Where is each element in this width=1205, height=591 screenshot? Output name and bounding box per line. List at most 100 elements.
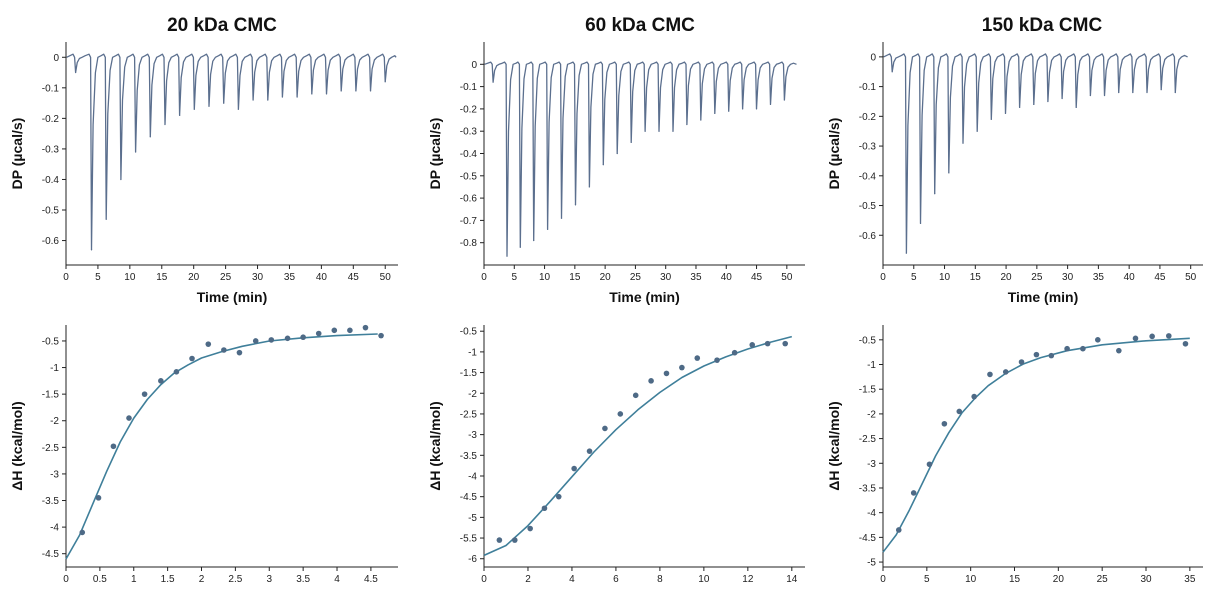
x-tick-label: 35 <box>284 272 296 283</box>
data-point <box>971 393 977 400</box>
x-tick-label: 2.5 <box>228 574 242 585</box>
y-tick-label: -0.3 <box>42 144 60 155</box>
data-point <box>941 420 948 427</box>
x-tick-label: 25 <box>220 272 232 283</box>
data-point <box>541 505 548 512</box>
x-tick-label: 20 <box>188 272 200 283</box>
injection-peak <box>1089 94 1091 97</box>
injection-peak <box>281 96 284 98</box>
data-point <box>158 378 164 384</box>
y-tick-label: -0.4 <box>42 175 60 186</box>
x-tick-label: 4.5 <box>364 574 378 585</box>
isotherm-150kda: 0 5 10 15 20 25 30 35 -0.5 -1 -1.5 -2 -2.5 -3 -3.5 -4 -4… <box>826 325 1203 585</box>
x-tick-label: 15 <box>1009 574 1021 585</box>
x-tick-label: 30 <box>660 272 672 283</box>
x-tick-label: 4 <box>334 574 340 585</box>
x-tick-label: 10 <box>939 272 951 283</box>
injection-peak <box>546 228 549 230</box>
x-tick-label: 45 <box>348 272 360 283</box>
x-tick-label: 3 <box>266 574 272 585</box>
y-tick-label: -0.7 <box>460 216 478 227</box>
y-tick-label: -0.8 <box>460 238 478 249</box>
x-axis-label: Time (min) <box>1008 289 1079 305</box>
thermogram-150kda: 0 5 10 15 20 25 30 35 40 45 50 0 -0.1 -0.2 -0.3 -0.4 -0.… <box>826 42 1203 305</box>
x-tick-label: 1.5 <box>161 574 175 585</box>
data-point <box>110 443 117 450</box>
injection-peak <box>369 90 372 92</box>
injection-peak <box>74 71 77 74</box>
y-tick-label: -4.5 <box>460 492 478 503</box>
injection-peak <box>1146 91 1148 94</box>
x-tick-label: 50 <box>380 272 392 283</box>
injection-peak <box>1004 112 1007 114</box>
x-tick-label: 10 <box>965 574 977 585</box>
data-point <box>126 415 132 421</box>
y-tick-label: -5.5 <box>460 534 478 545</box>
data-point <box>1182 340 1189 347</box>
data-point <box>895 527 902 533</box>
x-axis-label: Time (min) <box>609 289 680 305</box>
injection-peak <box>1075 106 1077 109</box>
x-tick-label: 10 <box>124 272 136 283</box>
x-tick-label: 15 <box>569 272 581 283</box>
thermogram-20kda: 0 5 10 15 20 25 30 35 40 45 50 0 -0.1 -0.2 -0.3 -0.4 -0.… <box>9 42 398 305</box>
y-tick-label: -3 <box>867 459 876 470</box>
data-point <box>571 465 577 472</box>
y-tick-label: -0.5 <box>859 335 877 346</box>
injection-peak <box>1103 94 1106 97</box>
x-tick-label: 20 <box>1053 574 1065 585</box>
data-point <box>679 364 685 371</box>
injection-peak <box>193 108 195 110</box>
column-title-20kda: 20 kDa CMC <box>167 15 277 36</box>
column-title-60kda: 60 kDa CMC <box>585 15 695 36</box>
data-point <box>173 369 180 375</box>
data-point <box>1116 347 1122 354</box>
injection-peak <box>728 110 730 112</box>
x-tick-label: 20 <box>600 272 612 283</box>
injection-peak <box>934 193 936 195</box>
data-point <box>527 525 533 532</box>
x-tick-label: 25 <box>1031 272 1043 283</box>
injection-peak <box>384 81 386 83</box>
data-point <box>586 448 593 454</box>
x-tick-label: 35 <box>1184 574 1196 585</box>
data-point <box>602 425 608 432</box>
injection-peak <box>1033 103 1035 106</box>
injection-peak <box>783 99 786 101</box>
thermogram-trace <box>484 61 797 257</box>
y-tick-label: -2 <box>867 409 876 420</box>
y-tick-label: -0.6 <box>859 231 877 242</box>
x-tick-label: 40 <box>1124 272 1136 283</box>
y-tick-label: 0 <box>471 60 477 71</box>
data-point <box>987 371 993 378</box>
data-point <box>731 349 738 356</box>
x-axis-label: Time (min) <box>197 289 268 305</box>
x-tick-label: 0.5 <box>93 574 107 585</box>
data-point <box>1064 345 1070 352</box>
y-tick-label: 0 <box>53 53 59 64</box>
injection-peak <box>714 112 716 114</box>
data-point <box>315 330 322 337</box>
injection-peak <box>267 99 269 101</box>
data-point <box>555 493 562 500</box>
x-tick-label: 30 <box>1062 272 1074 283</box>
data-point <box>694 355 701 361</box>
y-axis-label: ΔH (kcal/mol) <box>427 401 443 490</box>
x-tick-label: 30 <box>1140 574 1152 585</box>
y-tick-label: -0.1 <box>42 83 60 94</box>
x-tick-label: 14 <box>786 574 798 585</box>
x-tick-label: 2 <box>525 574 531 585</box>
y-tick-label: -0.4 <box>460 149 478 160</box>
injection-peak <box>1174 91 1176 94</box>
x-tick-label: 0 <box>880 272 886 283</box>
y-tick-label: -3.5 <box>42 496 60 507</box>
data-point <box>284 335 291 342</box>
data-point <box>1002 369 1009 375</box>
x-tick-label: 35 <box>690 272 702 283</box>
thermogram-trace <box>66 53 397 251</box>
injection-peak <box>1019 106 1021 109</box>
data-point <box>268 337 275 343</box>
y-tick-label: -0.5 <box>42 206 60 217</box>
injection-peak <box>506 255 508 257</box>
